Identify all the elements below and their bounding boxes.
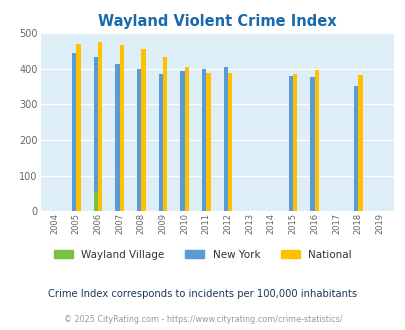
Bar [98, 42, 102, 211]
Bar [288, 76, 292, 211]
Text: Crime Index corresponds to incidents per 100,000 inhabitants: Crime Index corresponds to incidents per… [48, 289, 357, 299]
Bar [158, 74, 162, 211]
Bar [93, 190, 98, 211]
Bar [72, 53, 76, 211]
Text: © 2025 CityRating.com - https://www.cityrating.com/crime-statistics/: © 2025 CityRating.com - https://www.city… [64, 315, 341, 324]
Bar [309, 77, 314, 211]
Title: Wayland Violent Crime Index: Wayland Violent Crime Index [98, 14, 336, 29]
Legend: Wayland Village, New York, National: Wayland Village, New York, National [50, 246, 355, 264]
Bar [292, 74, 297, 211]
Bar [136, 69, 141, 211]
Bar [314, 70, 318, 211]
Bar [119, 45, 124, 211]
Bar [201, 69, 206, 211]
Bar [223, 67, 227, 211]
Bar [180, 71, 184, 211]
Bar [93, 57, 98, 211]
Bar [353, 86, 357, 211]
Bar [184, 67, 189, 211]
Bar [206, 73, 210, 211]
Bar [357, 76, 362, 211]
Bar [115, 64, 119, 211]
Bar [76, 44, 81, 211]
Bar [228, 73, 232, 211]
Bar [141, 49, 145, 211]
Bar [163, 57, 167, 211]
